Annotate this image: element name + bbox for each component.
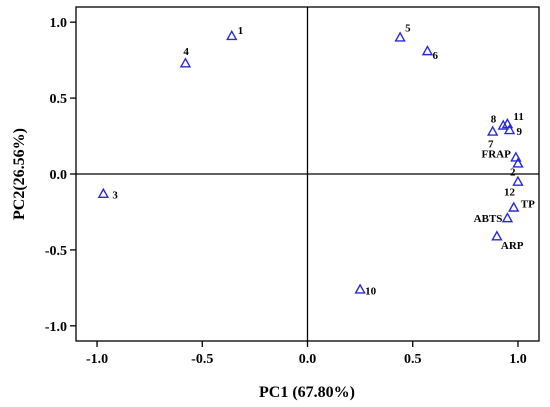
x-tick-label: 0.5	[404, 352, 422, 367]
y-tick-label: -1.0	[45, 320, 67, 335]
point-marker-1	[226, 29, 238, 41]
point-label-arp: ARP	[501, 240, 524, 252]
point-label-12: 12	[504, 187, 516, 199]
x-axis-title: PC1 (67.80%)	[259, 384, 355, 401]
y-tick-label: 0.5	[50, 92, 68, 107]
x-tick-label: 0.0	[299, 352, 317, 367]
x-tick-label: 1.0	[509, 352, 527, 367]
point-marker-abts	[501, 212, 514, 223]
point-label-abts: ABTS	[474, 213, 503, 225]
point-marker-12	[512, 175, 524, 186]
point-marker-arp	[491, 230, 503, 241]
y-axis-ticks: 1.0 0.5 0.0 -0.5 -1.0	[45, 16, 76, 335]
point-label-10: 10	[365, 285, 377, 297]
point-label-3: 3	[112, 190, 118, 202]
point-marker-11	[501, 117, 514, 129]
point-label-2: 2	[510, 166, 516, 178]
point-marker-4	[179, 57, 192, 68]
point-label-7: 7	[488, 138, 494, 150]
point-marker-5	[394, 31, 406, 42]
point-marker-8	[497, 119, 509, 130]
x-tick-label: -0.5	[191, 352, 213, 367]
point-marker-tp	[508, 201, 520, 212]
point-label-5: 5	[405, 22, 411, 34]
y-axis-title: PC2(26.56%)	[11, 128, 28, 220]
point-label-tp: TP	[521, 198, 535, 210]
point-marker-6	[421, 45, 434, 56]
point-marker-3	[97, 187, 110, 199]
point-label-11: 11	[513, 111, 523, 123]
point-label-1: 1	[238, 25, 244, 37]
point-marker-7	[487, 125, 499, 136]
point-marker-9	[503, 124, 516, 135]
point-label-8: 8	[491, 113, 497, 125]
point-label-4: 4	[183, 46, 189, 58]
x-axis-ticks: -1.0 -0.5 0.0 0.5 1.0	[86, 341, 527, 367]
y-tick-label: -0.5	[45, 244, 67, 259]
y-tick-label: 0.0	[50, 168, 68, 183]
x-tick-label: -1.0	[86, 352, 108, 367]
point-label-9: 9	[517, 126, 523, 138]
y-tick-label: 1.0	[50, 16, 68, 31]
point-marker-2	[512, 157, 524, 168]
point-label-6: 6	[432, 50, 438, 62]
point-label-frap: FRAP	[482, 148, 512, 160]
point-marker-10	[354, 283, 366, 294]
point-marker-frap	[510, 151, 522, 162]
